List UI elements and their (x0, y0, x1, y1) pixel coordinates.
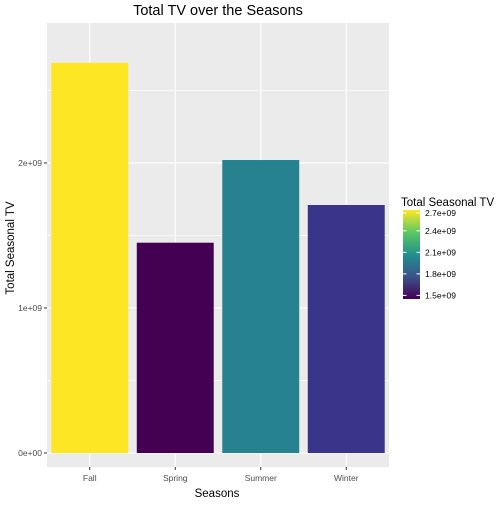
x-tick-label: Spring (163, 473, 188, 483)
x-axis: Fall Spring Summer Winter (83, 467, 359, 483)
bar-summer (222, 160, 300, 453)
bar-spring (136, 242, 214, 453)
y-tick-label: 1e+09 (18, 303, 42, 313)
x-tick-label: Winter (334, 473, 359, 483)
chart-title: Total TV over the Seasons (133, 3, 303, 19)
legend-title: Total Seasonal TV (401, 197, 494, 209)
x-tick-label: Fall (83, 473, 97, 483)
legend-colorbar (403, 210, 420, 299)
x-axis-label: Seasons (195, 488, 240, 500)
bar-fall (51, 62, 129, 453)
y-tick-label: 2e+09 (18, 158, 42, 168)
y-axis: 0e+00 1e+09 2e+09 (18, 158, 47, 458)
legend-tick-label: 2.7e+09 (425, 208, 456, 218)
legend-ticks: 1.5e+09 1.8e+09 2.1e+09 2.4e+09 2.7e+09 (403, 208, 456, 300)
legend-tick-label: 1.8e+09 (425, 269, 456, 279)
y-axis-label: Total Seasonal TV (5, 201, 17, 294)
legend-tick-label: 2.1e+09 (425, 247, 456, 257)
plot-panel (47, 23, 389, 467)
legend-tick-label: 2.4e+09 (425, 226, 456, 236)
legend-tick-label: 1.5e+09 (425, 290, 456, 300)
legend: Total Seasonal TV 1.5e+09 1.8e+09 2.1e+09 2… (401, 197, 494, 300)
x-tick-label: Summer (245, 473, 277, 483)
bar-winter (307, 204, 385, 453)
y-tick-label: 0e+00 (18, 448, 42, 458)
